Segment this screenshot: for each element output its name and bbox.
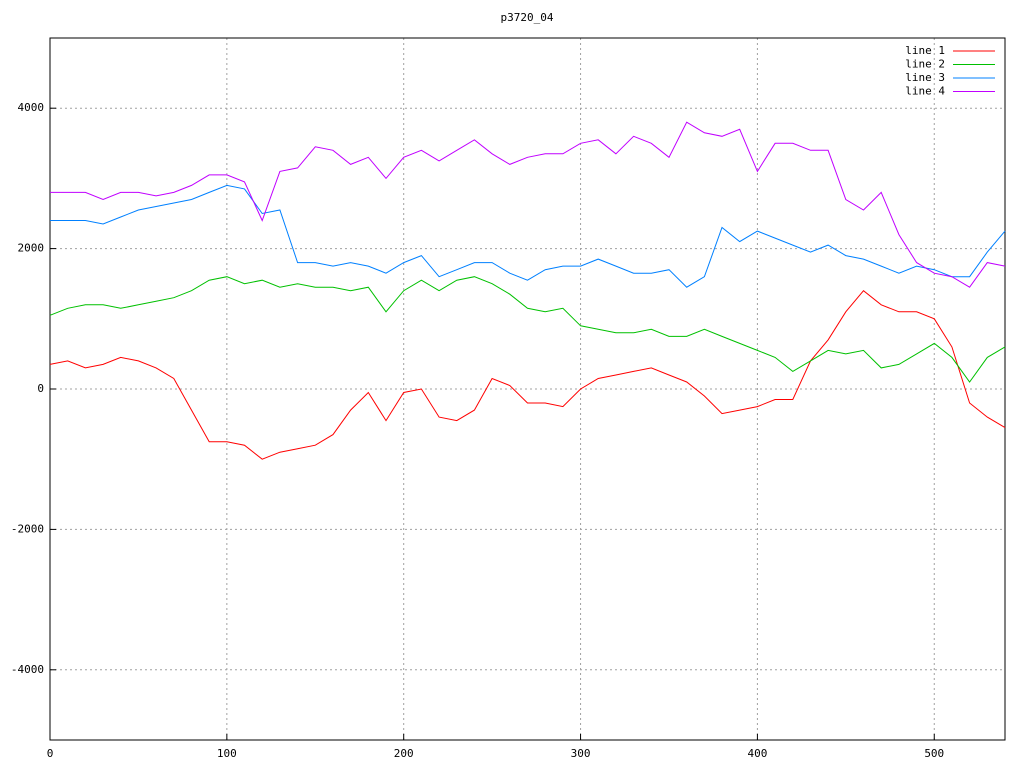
x-tick-label: 400 <box>747 747 767 760</box>
y-tick-label: -4000 <box>11 663 44 676</box>
legend-label: line 4 <box>905 85 945 98</box>
legend-label: line 2 <box>905 58 945 71</box>
x-tick-label: 500 <box>924 747 944 760</box>
data-line <box>49 276 1006 383</box>
data-line <box>49 290 1006 460</box>
x-tick-label: 100 <box>217 747 237 760</box>
y-tick-label: -2000 <box>11 522 44 535</box>
y-tick-label: 4000 <box>18 101 45 114</box>
y-tick-label: 0 <box>37 382 44 395</box>
legend-label: line 3 <box>905 71 945 84</box>
x-tick-label: 0 <box>47 747 54 760</box>
x-tick-label: 200 <box>394 747 414 760</box>
x-tick-label: 300 <box>571 747 591 760</box>
chart-title: p3720_04 <box>501 11 554 24</box>
plot-frame <box>49 37 1006 741</box>
legend-label: line 1 <box>905 44 945 57</box>
data-line <box>50 121 1006 288</box>
y-tick-label: 2000 <box>18 242 45 255</box>
data-line <box>50 184 1006 288</box>
